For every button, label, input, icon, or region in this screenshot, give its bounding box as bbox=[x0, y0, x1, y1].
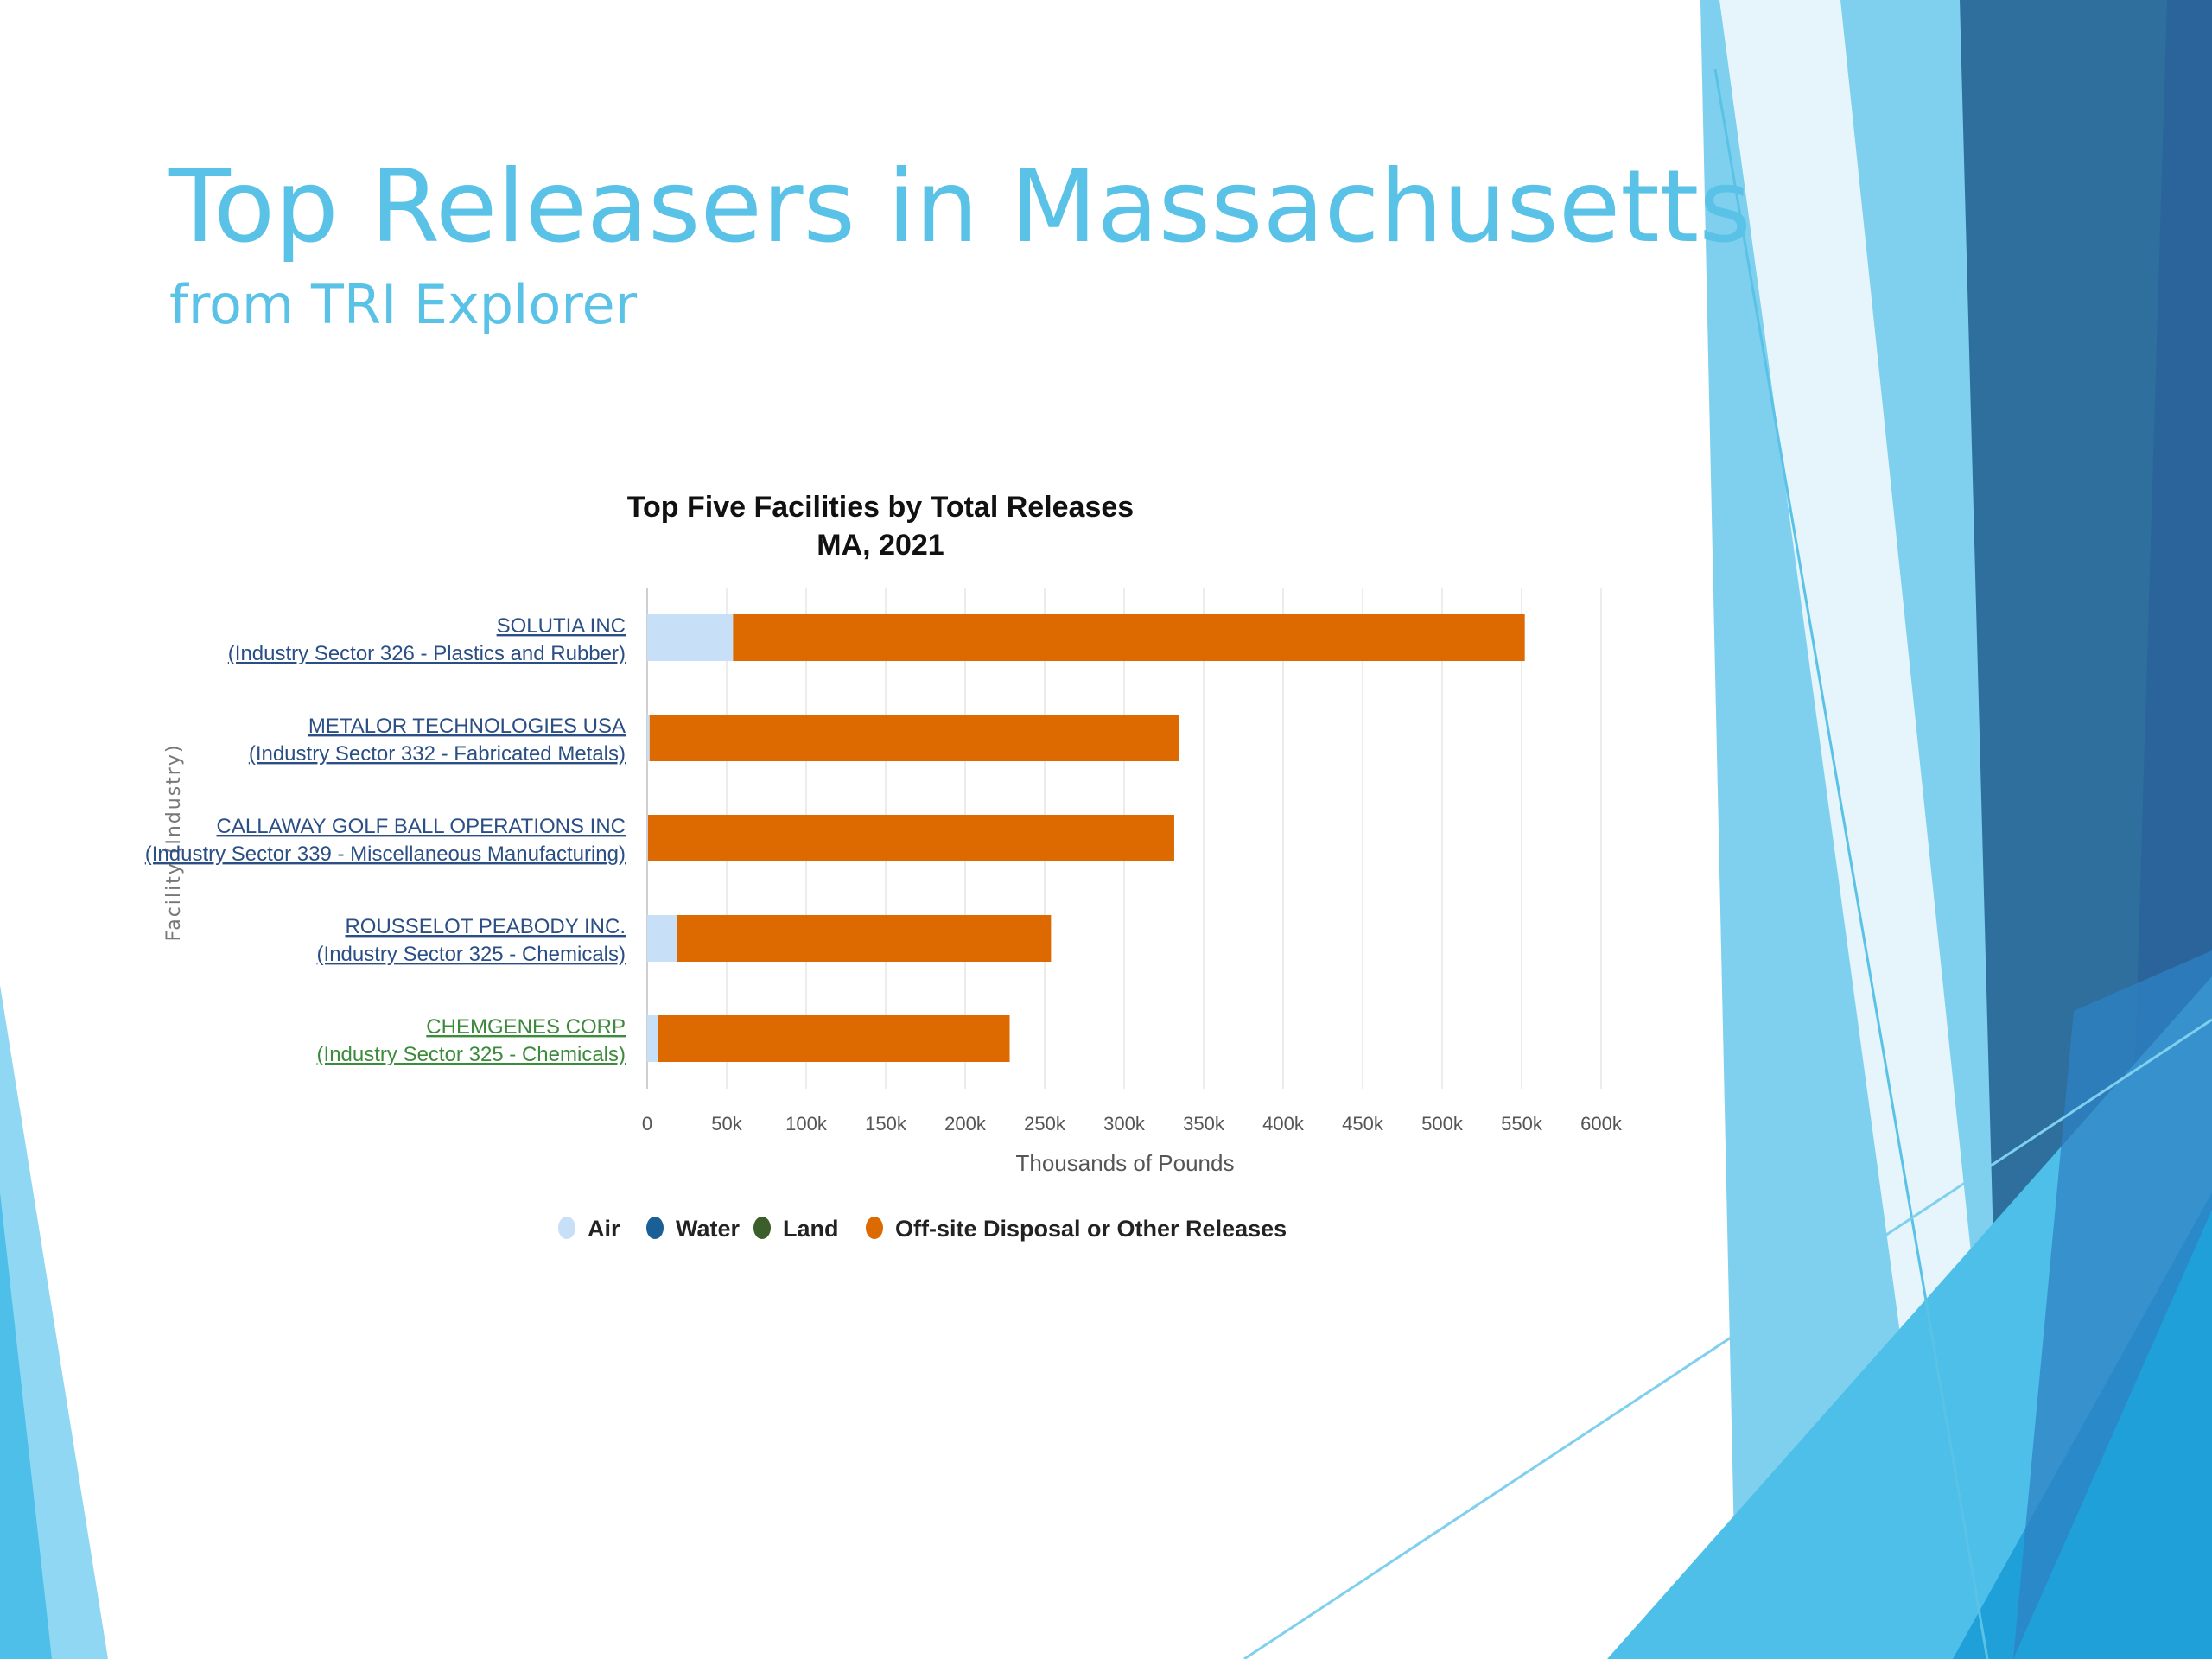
legend-label[interactable]: Land bbox=[783, 1216, 839, 1242]
facility-sector-link[interactable]: (Industry Sector 325 - Chemicals) bbox=[317, 1043, 626, 1066]
category-labels: SOLUTIA INC (Industry Sector 326 - Plasti… bbox=[145, 614, 626, 1066]
legend: Air Water Land Off-site Disposal or Other R… bbox=[558, 1216, 1287, 1242]
x-tick-label: 600k bbox=[1580, 1113, 1623, 1135]
bar-segment-off-site-disposal-or-other-releases[interactable] bbox=[649, 715, 1179, 761]
facility-name-link[interactable]: ROUSSELOT PEABODY INC. bbox=[345, 915, 626, 938]
decor-shape bbox=[2013, 950, 2212, 1659]
x-tick-label: 50k bbox=[711, 1113, 742, 1135]
bar-segment-air[interactable] bbox=[647, 1015, 658, 1062]
bar-segment-air[interactable] bbox=[647, 614, 734, 661]
bar-segment-air[interactable] bbox=[647, 815, 648, 861]
facility-name-link[interactable]: METALOR TECHNOLOGIES USA bbox=[308, 715, 626, 738]
x-tick-label: 300k bbox=[1103, 1113, 1146, 1135]
facility-sector-link[interactable]: (Industry Sector 332 - Fabricated Metals… bbox=[249, 742, 626, 766]
x-axis-ticks: 0 50k 100k 150k 200k 250k 300k 350k 400k 450k 500k… bbox=[642, 1113, 1623, 1135]
bar-segment-off-site-disposal-or-other-releases[interactable] bbox=[733, 614, 1525, 661]
legend-marker[interactable] bbox=[558, 1217, 575, 1239]
bar-segment-air[interactable] bbox=[647, 915, 677, 962]
chart-title: Top Five Facilities by Total Releases bbox=[627, 491, 1134, 524]
facility-name-link[interactable]: CALLAWAY GOLF BALL OPERATIONS INC bbox=[217, 815, 626, 838]
facility-sector-link[interactable]: (Industry Sector 326 - Plastics and Rubb… bbox=[228, 642, 626, 665]
chart-subtitle: MA, 2021 bbox=[817, 529, 944, 562]
x-tick-label: 500k bbox=[1421, 1113, 1464, 1135]
decor-shape bbox=[1719, 0, 2013, 1659]
x-tick-label: 150k bbox=[865, 1113, 907, 1135]
decor-line bbox=[1713, 68, 1989, 1659]
legend-marker[interactable] bbox=[753, 1217, 771, 1239]
legend-marker[interactable] bbox=[646, 1217, 664, 1239]
x-tick-label: 250k bbox=[1024, 1113, 1066, 1135]
x-tick-label: 0 bbox=[642, 1113, 652, 1135]
bar-segment-off-site-disposal-or-other-releases[interactable] bbox=[658, 1015, 1010, 1062]
facility-name-link[interactable]: SOLUTIA INC bbox=[497, 614, 626, 638]
legend-label[interactable]: Water bbox=[676, 1216, 741, 1242]
legend-label[interactable]: Off-site Disposal or Other Releases bbox=[895, 1216, 1287, 1242]
bar-segment-off-site-disposal-or-other-releases[interactable] bbox=[647, 815, 1174, 861]
slide-subtitle: from TRI Explorer bbox=[169, 273, 638, 336]
x-tick-label: 200k bbox=[944, 1113, 987, 1135]
bar-segment-air[interactable] bbox=[647, 715, 650, 761]
decor-shape bbox=[0, 1192, 52, 1659]
facility-sector-link[interactable]: (Industry Sector 339 - Miscellaneous Man… bbox=[145, 842, 626, 866]
x-tick-label: 400k bbox=[1262, 1113, 1305, 1135]
facility-name-link[interactable]: CHEMGENES CORP bbox=[426, 1015, 626, 1039]
bars bbox=[647, 614, 1525, 1062]
slide-title: Top Releasers in Massachusetts bbox=[169, 149, 1751, 265]
x-tick-label: 100k bbox=[785, 1113, 828, 1135]
x-axis-title: Thousands of Pounds bbox=[1016, 1150, 1235, 1176]
decor-line bbox=[1243, 1018, 2212, 1659]
facility-sector-link[interactable]: (Industry Sector 325 - Chemicals) bbox=[317, 943, 626, 966]
x-tick-label: 350k bbox=[1183, 1113, 1225, 1135]
legend-label[interactable]: Air bbox=[588, 1216, 620, 1242]
bar-segment-off-site-disposal-or-other-releases[interactable] bbox=[677, 915, 1052, 962]
legend-marker[interactable] bbox=[866, 1217, 883, 1239]
x-tick-label: 450k bbox=[1342, 1113, 1384, 1135]
y-axis-title: Facility (Industry) bbox=[163, 744, 185, 942]
x-tick-label: 550k bbox=[1501, 1113, 1543, 1135]
